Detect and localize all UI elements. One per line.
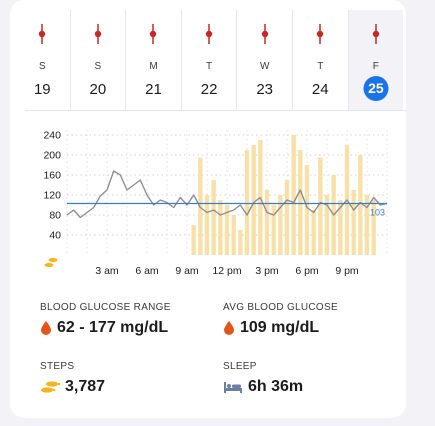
steps-bar xyxy=(204,195,210,255)
day-number: 19 xyxy=(33,81,51,98)
x-tick-label: 6 am xyxy=(135,265,159,277)
y-tick-label: 200 xyxy=(43,150,61,162)
steps-bar xyxy=(358,155,363,255)
glucose-line xyxy=(66,170,388,219)
day-number: 21 xyxy=(145,81,162,98)
day-number: 20 xyxy=(89,81,107,98)
x-tick-label: 3 am xyxy=(95,265,119,277)
steps-bar xyxy=(191,225,196,255)
x-tick-label: 12 pm xyxy=(212,265,241,277)
day-letter: W xyxy=(259,61,270,72)
glucose-range-marker xyxy=(261,24,268,44)
glucose-range-marker xyxy=(205,24,213,44)
steps-bar xyxy=(218,200,223,255)
steps-label: STEPS xyxy=(40,361,75,372)
day-letter: T xyxy=(317,61,324,72)
avg-glucose-value: 109 mg/dL xyxy=(240,319,320,336)
divider xyxy=(25,110,406,111)
steps-bar xyxy=(251,145,256,255)
steps-bar xyxy=(338,200,343,255)
steps-stat: STEPS 3,787 xyxy=(40,361,105,396)
steps-bar xyxy=(304,165,310,255)
week-strip: S 19 S 20 M 21 T 22 W 23 T 24 F 25 xyxy=(15,10,406,110)
glucose-range-value: 62 - 177 mg/dL xyxy=(57,319,169,336)
steps-bar xyxy=(324,195,330,255)
glucose-steps-chart: 240 200 160 120 80 40 103 3 am 6 am 9 am 12 pm 3 pm… xyxy=(43,130,388,277)
steps-bar xyxy=(244,150,250,255)
x-tick-label: 9 am xyxy=(175,265,199,277)
day-column[interactable]: S 20 xyxy=(71,10,127,110)
steps-bar xyxy=(231,215,236,255)
steps-bar xyxy=(271,205,276,255)
selected-day-badge: 25 xyxy=(363,76,389,101)
day-column[interactable]: F 25 xyxy=(348,10,404,110)
bed-icon xyxy=(224,382,242,393)
day-column[interactable]: W 23 xyxy=(237,10,293,110)
blood-drop-icon xyxy=(41,321,51,335)
steps-value: 3,787 xyxy=(65,378,106,395)
day-letter: S xyxy=(38,61,46,72)
footsteps-icon xyxy=(41,381,60,393)
steps-bar xyxy=(311,210,316,255)
y-tick-label: 40 xyxy=(49,230,61,242)
day-number: 24 xyxy=(311,81,329,98)
glucose-range-marker xyxy=(94,24,102,44)
sleep-stat: SLEEP 6h 36m xyxy=(223,361,303,396)
glucose-range-marker xyxy=(317,24,324,44)
glucose-range-marker xyxy=(372,24,380,44)
day-letter: M xyxy=(149,61,158,72)
y-tick-label: 120 xyxy=(43,190,61,202)
day-number: 23 xyxy=(256,81,274,98)
steps-bar xyxy=(224,205,230,255)
steps-bar xyxy=(351,190,356,255)
blood-drop-icon xyxy=(224,321,234,335)
steps-bar xyxy=(291,135,296,255)
glucose-range-marker xyxy=(150,24,157,44)
day-letter: T xyxy=(206,61,213,72)
steps-bar xyxy=(238,230,243,255)
steps-bar xyxy=(264,190,270,255)
avg-glucose-stat: AVG BLOOD GLUCOSE 109 mg/dL xyxy=(223,302,338,337)
sleep-value: 6h 36m xyxy=(248,378,304,395)
x-tick-label: 9 pm xyxy=(335,265,359,277)
day-column[interactable]: M 21 xyxy=(126,10,182,110)
day-letter: S xyxy=(94,61,102,72)
y-tick-label: 80 xyxy=(49,210,61,222)
x-tick-label: 3 pm xyxy=(255,265,279,277)
steps-bar xyxy=(371,200,376,255)
day-column[interactable]: T 24 xyxy=(293,10,349,110)
steps-bar xyxy=(318,157,323,255)
steps-bar xyxy=(278,195,283,255)
day-column[interactable]: T 22 xyxy=(182,10,238,110)
day-column[interactable]: S 19 xyxy=(15,10,71,110)
glucose-range-stat: BLOOD GLUCOSE RANGE 62 - 177 mg/dL xyxy=(40,302,171,337)
day-number: 22 xyxy=(200,81,218,98)
steps-bar xyxy=(298,150,303,255)
avg-glucose-label: AVG BLOOD GLUCOSE xyxy=(223,302,338,313)
day-letter: F xyxy=(372,61,379,72)
x-tick-label: 6 pm xyxy=(295,265,319,277)
steps-bar xyxy=(284,180,290,255)
steps-bar xyxy=(211,180,216,255)
steps-bar xyxy=(364,195,370,255)
sleep-label: SLEEP xyxy=(223,361,257,372)
y-tick-label: 160 xyxy=(43,170,61,182)
reference-line-label: 103 xyxy=(370,208,385,218)
glucose-range-label: BLOOD GLUCOSE RANGE xyxy=(40,302,171,313)
glucose-range-marker xyxy=(39,24,46,44)
footsteps-icon xyxy=(44,258,58,267)
y-tick-label: 240 xyxy=(43,130,61,142)
